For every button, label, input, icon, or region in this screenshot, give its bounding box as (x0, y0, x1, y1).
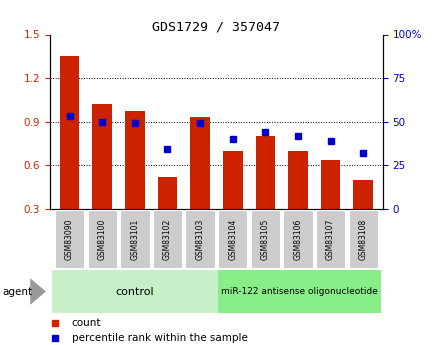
Bar (255, 136, 275, 209)
Bar (223, 151, 242, 209)
Text: miR-122 antisense oligonucleotide: miR-122 antisense oligonucleotide (220, 287, 377, 296)
Text: GSM83102: GSM83102 (163, 218, 171, 259)
Text: percentile rank within the sample: percentile rank within the sample (72, 333, 247, 343)
Text: GSM83101: GSM83101 (130, 218, 139, 259)
Text: GSM83107: GSM83107 (326, 218, 334, 259)
Text: GSM83090: GSM83090 (65, 218, 74, 260)
Bar (60, 56, 79, 209)
Bar (52, 270, 217, 313)
Bar (55, 210, 84, 268)
Text: GSM83104: GSM83104 (228, 218, 237, 259)
Bar (190, 117, 210, 209)
Title: GDS1729 / 357047: GDS1729 / 357047 (152, 20, 280, 33)
Bar (185, 210, 214, 268)
Bar (92, 104, 112, 209)
Bar (315, 210, 345, 268)
Text: agent: agent (2, 287, 32, 296)
Polygon shape (30, 278, 46, 305)
Bar (320, 160, 340, 209)
Bar (152, 210, 182, 268)
Text: control: control (115, 287, 154, 296)
Bar (120, 210, 149, 268)
Bar (283, 210, 312, 268)
Bar (217, 270, 380, 313)
Bar (158, 177, 177, 209)
Text: count: count (72, 318, 101, 328)
Bar (217, 210, 247, 268)
Bar (250, 210, 279, 268)
Bar (348, 210, 377, 268)
Text: GSM83105: GSM83105 (260, 218, 269, 259)
Bar (87, 210, 117, 268)
Text: GSM83100: GSM83100 (98, 218, 106, 259)
Text: GSM83108: GSM83108 (358, 218, 367, 259)
Bar (288, 151, 307, 209)
Bar (353, 180, 372, 209)
Text: GSM83103: GSM83103 (195, 218, 204, 259)
Bar (125, 111, 144, 209)
Text: GSM83106: GSM83106 (293, 218, 302, 259)
